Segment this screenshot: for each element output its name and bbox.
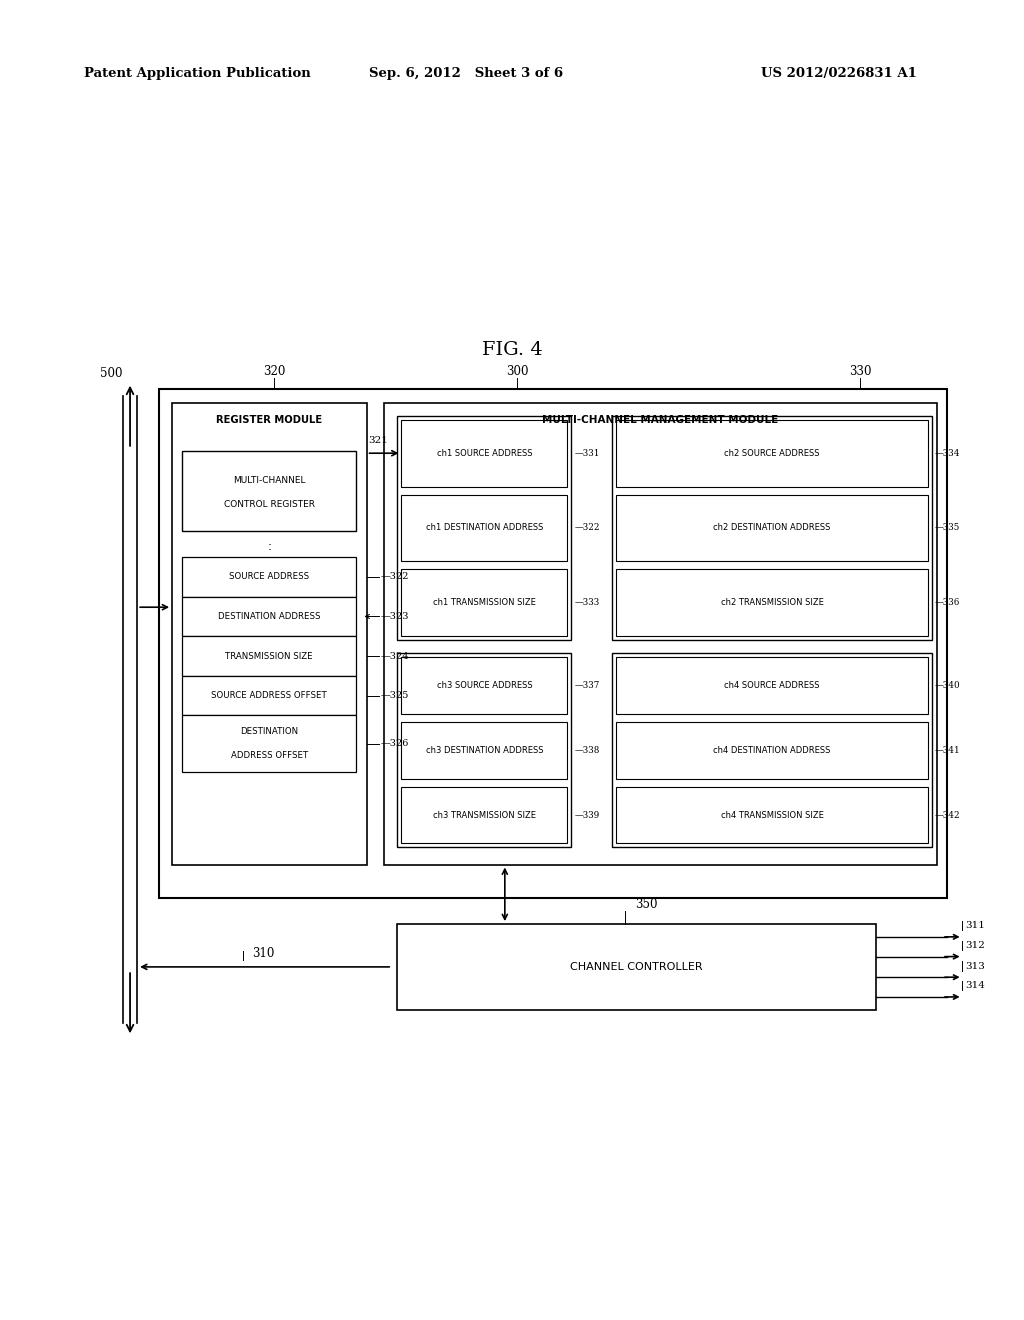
Text: —339: —339 bbox=[574, 810, 600, 820]
Bar bbox=[616, 495, 928, 561]
Text: ch2 DESTINATION ADDRESS: ch2 DESTINATION ADDRESS bbox=[714, 524, 830, 532]
Text: ch4 DESTINATION ADDRESS: ch4 DESTINATION ADDRESS bbox=[714, 746, 830, 755]
Bar bbox=[182, 715, 356, 772]
Text: 350: 350 bbox=[635, 898, 657, 911]
Bar bbox=[616, 787, 928, 843]
Text: ch4 TRANSMISSION SIZE: ch4 TRANSMISSION SIZE bbox=[721, 810, 823, 820]
Bar bbox=[182, 676, 356, 715]
Text: —342: —342 bbox=[935, 810, 961, 820]
Bar bbox=[401, 420, 567, 487]
Text: —341: —341 bbox=[935, 746, 961, 755]
Text: CONTROL REGISTER: CONTROL REGISTER bbox=[224, 500, 314, 508]
Text: SOURCE ADDRESS OFFSET: SOURCE ADDRESS OFFSET bbox=[211, 692, 328, 700]
Text: ch3 SOURCE ADDRESS: ch3 SOURCE ADDRESS bbox=[436, 681, 532, 690]
Bar bbox=[397, 924, 876, 1010]
Text: ch2 TRANSMISSION SIZE: ch2 TRANSMISSION SIZE bbox=[721, 598, 823, 607]
Text: DESTINATION: DESTINATION bbox=[241, 727, 298, 737]
Bar bbox=[159, 389, 947, 898]
Text: ch1 TRANSMISSION SIZE: ch1 TRANSMISSION SIZE bbox=[433, 598, 536, 607]
Text: ADDRESS OFFSET: ADDRESS OFFSET bbox=[230, 751, 308, 760]
Text: 500: 500 bbox=[100, 367, 123, 380]
Text: 320: 320 bbox=[263, 364, 286, 378]
Text: ch4 SOURCE ADDRESS: ch4 SOURCE ADDRESS bbox=[724, 681, 820, 690]
Text: —340: —340 bbox=[935, 681, 961, 690]
Text: —338: —338 bbox=[574, 746, 600, 755]
Text: —323: —323 bbox=[381, 612, 410, 620]
Text: —324: —324 bbox=[381, 652, 410, 660]
Text: ch2 SOURCE ADDRESS: ch2 SOURCE ADDRESS bbox=[724, 449, 820, 458]
Text: —337: —337 bbox=[574, 681, 600, 690]
Text: 300: 300 bbox=[506, 364, 528, 378]
Bar bbox=[401, 657, 567, 714]
Text: FIG. 4: FIG. 4 bbox=[481, 341, 543, 359]
Text: ch3 TRANSMISSION SIZE: ch3 TRANSMISSION SIZE bbox=[433, 810, 536, 820]
Text: 311: 311 bbox=[966, 921, 985, 931]
Text: DESTINATION ADDRESS: DESTINATION ADDRESS bbox=[218, 612, 321, 620]
Text: —333: —333 bbox=[574, 598, 600, 607]
Text: :: : bbox=[267, 540, 271, 553]
Text: 314: 314 bbox=[966, 981, 985, 990]
Bar bbox=[172, 403, 367, 865]
Text: —322: —322 bbox=[574, 524, 600, 532]
Bar bbox=[616, 657, 928, 714]
Text: 312: 312 bbox=[966, 941, 985, 950]
Bar bbox=[401, 569, 567, 636]
Text: US 2012/0226831 A1: US 2012/0226831 A1 bbox=[761, 67, 916, 81]
Bar bbox=[401, 787, 567, 843]
Text: REGISTER MODULE: REGISTER MODULE bbox=[216, 414, 323, 425]
Bar bbox=[616, 569, 928, 636]
Text: Patent Application Publication: Patent Application Publication bbox=[84, 67, 310, 81]
Bar bbox=[397, 416, 571, 640]
Text: SOURCE ADDRESS: SOURCE ADDRESS bbox=[229, 573, 309, 581]
Bar bbox=[182, 557, 356, 597]
Text: Sep. 6, 2012   Sheet 3 of 6: Sep. 6, 2012 Sheet 3 of 6 bbox=[369, 67, 563, 81]
Bar bbox=[612, 416, 932, 640]
Text: ch1 SOURCE ADDRESS: ch1 SOURCE ADDRESS bbox=[436, 449, 532, 458]
Text: —334: —334 bbox=[935, 449, 961, 458]
Text: 330: 330 bbox=[849, 364, 871, 378]
Bar bbox=[397, 653, 571, 847]
Bar bbox=[384, 403, 937, 865]
Bar bbox=[182, 451, 356, 531]
Text: TRANSMISSION SIZE: TRANSMISSION SIZE bbox=[225, 652, 313, 660]
Text: 313: 313 bbox=[966, 961, 985, 970]
Text: 321: 321 bbox=[369, 437, 388, 445]
Bar bbox=[182, 597, 356, 636]
Bar bbox=[182, 636, 356, 676]
Bar bbox=[616, 420, 928, 487]
Bar bbox=[401, 722, 567, 779]
Text: —335: —335 bbox=[935, 524, 961, 532]
Text: —336: —336 bbox=[935, 598, 961, 607]
Text: —325: —325 bbox=[381, 692, 410, 700]
Text: ch1 DESTINATION ADDRESS: ch1 DESTINATION ADDRESS bbox=[426, 524, 543, 532]
Bar bbox=[612, 653, 932, 847]
Text: CHANNEL CONTROLLER: CHANNEL CONTROLLER bbox=[570, 962, 702, 972]
Bar bbox=[616, 722, 928, 779]
Bar bbox=[401, 495, 567, 561]
Text: MULTI-CHANNEL MANAGEMENT MODULE: MULTI-CHANNEL MANAGEMENT MODULE bbox=[543, 414, 778, 425]
Text: 310: 310 bbox=[253, 948, 274, 961]
Text: ch3 DESTINATION ADDRESS: ch3 DESTINATION ADDRESS bbox=[426, 746, 543, 755]
Text: —322: —322 bbox=[381, 573, 410, 581]
Text: MULTI-CHANNEL: MULTI-CHANNEL bbox=[233, 477, 305, 484]
Text: —331: —331 bbox=[574, 449, 600, 458]
Text: —326: —326 bbox=[381, 739, 410, 748]
